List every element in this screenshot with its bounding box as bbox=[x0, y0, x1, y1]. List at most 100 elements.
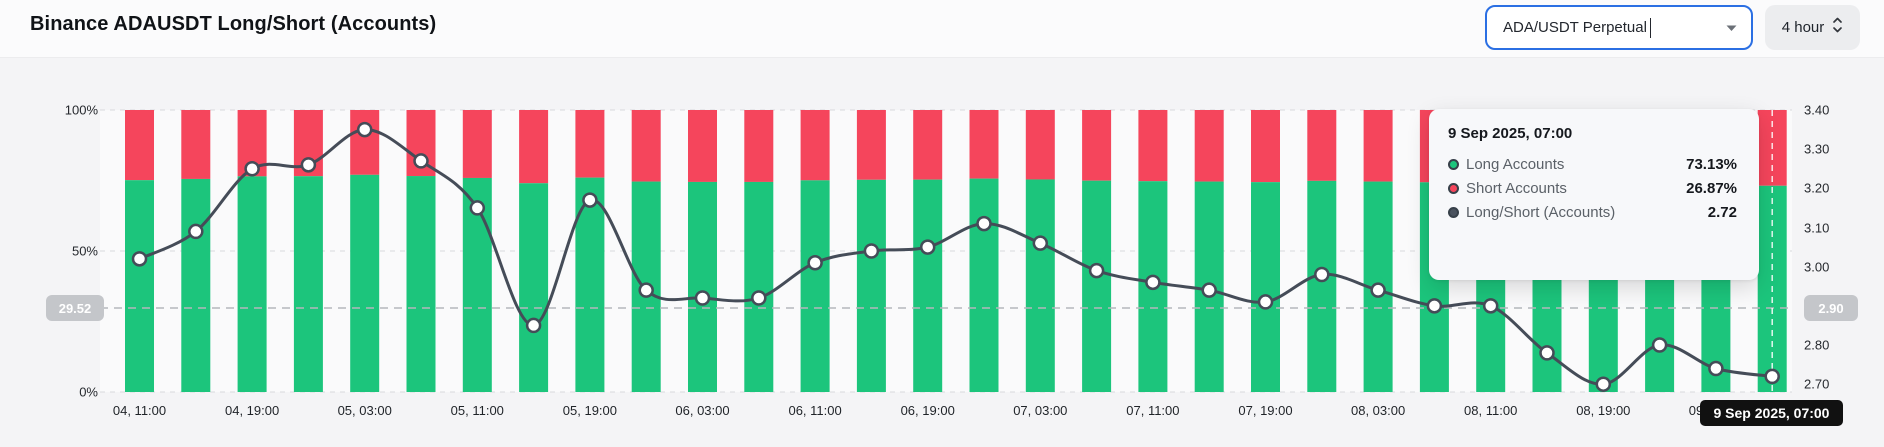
y-axis-right-tick: 3.40 bbox=[1804, 102, 1830, 118]
tooltip-row-ratio: Long/Short (Accounts) 2.72 bbox=[1448, 204, 1737, 221]
y-axis-left-tick: 100% bbox=[64, 102, 98, 118]
bar-short-accounts[interactable] bbox=[800, 110, 830, 181]
symbol-select[interactable]: ADA/USDT Perpetual bbox=[1485, 5, 1753, 50]
bar-short-accounts[interactable] bbox=[462, 110, 492, 178]
bar-short-accounts[interactable] bbox=[1194, 110, 1224, 182]
y-axis-right-tick: 3.30 bbox=[1804, 141, 1830, 157]
ratio-point-marker[interactable] bbox=[751, 290, 767, 306]
ratio-point-marker[interactable] bbox=[1145, 274, 1161, 291]
bar-long-accounts[interactable] bbox=[1251, 182, 1280, 392]
bar-long-accounts[interactable] bbox=[125, 180, 154, 392]
ratio-point-marker[interactable] bbox=[300, 157, 317, 173]
ratio-point-marker[interactable] bbox=[1426, 298, 1443, 314]
ratio-point-marker[interactable] bbox=[1595, 376, 1612, 392]
ratio-point-marker[interactable] bbox=[1708, 360, 1724, 377]
bar-short-accounts[interactable] bbox=[350, 110, 380, 175]
bar-short-accounts[interactable] bbox=[631, 110, 661, 182]
ratio-point-marker[interactable] bbox=[188, 223, 204, 240]
bar-short-accounts[interactable] bbox=[1025, 110, 1055, 180]
bar-short-accounts[interactable] bbox=[1082, 110, 1112, 181]
bar-short-accounts[interactable] bbox=[744, 110, 774, 182]
bar-short-accounts[interactable] bbox=[1307, 110, 1337, 181]
bar-short-accounts[interactable] bbox=[181, 110, 211, 179]
interval-select-value: 4 hour bbox=[1781, 19, 1825, 36]
y-axis-right-tick: 2.80 bbox=[1804, 337, 1830, 353]
up-down-chevrons-icon bbox=[1832, 16, 1843, 39]
ratio-point-marker[interactable] bbox=[694, 290, 711, 306]
x-axis-tick: 04, 19:00 bbox=[224, 403, 280, 418]
ratio-point-marker[interactable] bbox=[1257, 294, 1274, 310]
bar-long-accounts[interactable] bbox=[913, 179, 943, 392]
x-axis-tick: 05, 19:00 bbox=[562, 403, 617, 418]
ratio-point-marker[interactable] bbox=[1482, 298, 1499, 314]
ratio-point-marker[interactable] bbox=[1201, 282, 1217, 298]
ratio-point-marker[interactable] bbox=[1032, 235, 1049, 251]
ratio-point-marker[interactable] bbox=[469, 200, 486, 216]
bar-long-accounts[interactable] bbox=[181, 178, 211, 392]
ratio-point-marker[interactable] bbox=[244, 161, 260, 177]
ratio-point-marker[interactable] bbox=[356, 121, 373, 138]
short-accounts-dot-icon bbox=[1448, 183, 1459, 194]
ratio-point-marker[interactable] bbox=[976, 215, 992, 232]
long-accounts-dot-icon bbox=[1448, 159, 1459, 170]
y-axis-right-tick: 3.10 bbox=[1804, 220, 1830, 235]
bar-short-accounts[interactable] bbox=[1251, 110, 1280, 183]
bar-long-accounts[interactable] bbox=[688, 181, 717, 392]
bar-long-accounts[interactable] bbox=[1307, 180, 1337, 392]
bar-long-accounts[interactable] bbox=[744, 181, 774, 392]
bar-short-accounts[interactable] bbox=[575, 110, 605, 178]
bar-short-accounts[interactable] bbox=[913, 110, 943, 180]
interval-select[interactable]: 4 hour bbox=[1765, 5, 1860, 50]
y-axis-left-tick: 50% bbox=[71, 243, 98, 259]
ratio-point-marker[interactable] bbox=[582, 192, 598, 208]
bar-short-accounts[interactable] bbox=[519, 110, 549, 184]
bar-short-accounts[interactable] bbox=[1138, 110, 1168, 182]
hover-tooltip: 9 Sep 2025, 07:00 Long Accounts 73.13% S… bbox=[1429, 109, 1759, 280]
ratio-point-marker[interactable] bbox=[1651, 337, 1668, 353]
bar-long-accounts[interactable] bbox=[293, 176, 323, 392]
x-axis-tick: 08, 03:00 bbox=[1350, 403, 1406, 418]
x-axis-tick: 05, 11:00 bbox=[450, 403, 504, 418]
x-axis-tick: 08, 11:00 bbox=[1464, 403, 1518, 418]
ratio-point-marker[interactable] bbox=[919, 239, 936, 255]
crosshair-date-badge: 9 Sep 2025, 07:00 bbox=[1700, 400, 1843, 426]
x-axis-tick: 06, 11:00 bbox=[788, 403, 842, 418]
bar-long-accounts[interactable] bbox=[800, 180, 830, 392]
ratio-point-marker[interactable] bbox=[1539, 345, 1555, 361]
bar-short-accounts[interactable] bbox=[125, 110, 154, 181]
x-axis-tick: 08, 19:00 bbox=[1576, 403, 1631, 418]
ratio-point-marker[interactable] bbox=[1764, 368, 1780, 385]
x-axis-tick: 04, 11:00 bbox=[112, 403, 167, 418]
ratio-point-marker[interactable] bbox=[1088, 262, 1105, 279]
y-axis-right-tick: 3.20 bbox=[1804, 180, 1830, 196]
ratio-point-marker[interactable] bbox=[1370, 282, 1386, 298]
bar-short-accounts[interactable] bbox=[969, 110, 999, 179]
bar-long-accounts[interactable] bbox=[237, 176, 267, 392]
ratio-point-marker[interactable] bbox=[638, 282, 654, 298]
ratio-point-marker[interactable] bbox=[413, 153, 429, 169]
bar-long-accounts[interactable] bbox=[969, 178, 999, 392]
x-axis-tick: 05, 03:00 bbox=[337, 403, 392, 418]
text-cursor bbox=[1649, 17, 1652, 38]
ratio-point-marker[interactable] bbox=[131, 251, 148, 267]
page-title: Binance ADAUSDT Long/Short (Accounts) bbox=[30, 13, 437, 35]
bar-short-accounts[interactable] bbox=[688, 110, 717, 182]
ratio-point-marker[interactable] bbox=[807, 255, 823, 271]
ratio-point-marker[interactable] bbox=[525, 317, 542, 334]
bar-long-accounts[interactable] bbox=[1082, 180, 1112, 392]
bar-short-accounts[interactable] bbox=[856, 110, 886, 180]
ratio-point-marker[interactable] bbox=[863, 243, 880, 259]
x-axis-tick: 06, 19:00 bbox=[900, 403, 955, 418]
long-short-ratio-dot-icon bbox=[1448, 207, 1459, 218]
bar-long-accounts[interactable] bbox=[406, 176, 436, 392]
chart-header: Binance ADAUSDT Long/Short (Accounts) AD… bbox=[0, 0, 1884, 58]
bar-long-accounts[interactable] bbox=[350, 174, 380, 392]
bar-short-accounts[interactable] bbox=[1363, 110, 1393, 182]
x-axis-tick: 06, 03:00 bbox=[675, 403, 730, 418]
bar-long-accounts[interactable] bbox=[519, 183, 549, 392]
symbol-select-value: ADA/USDT Perpetual bbox=[1503, 19, 1647, 36]
bar-long-accounts[interactable] bbox=[856, 179, 886, 392]
ratio-point-marker[interactable] bbox=[1314, 266, 1330, 283]
bar-long-accounts[interactable] bbox=[1025, 179, 1055, 392]
